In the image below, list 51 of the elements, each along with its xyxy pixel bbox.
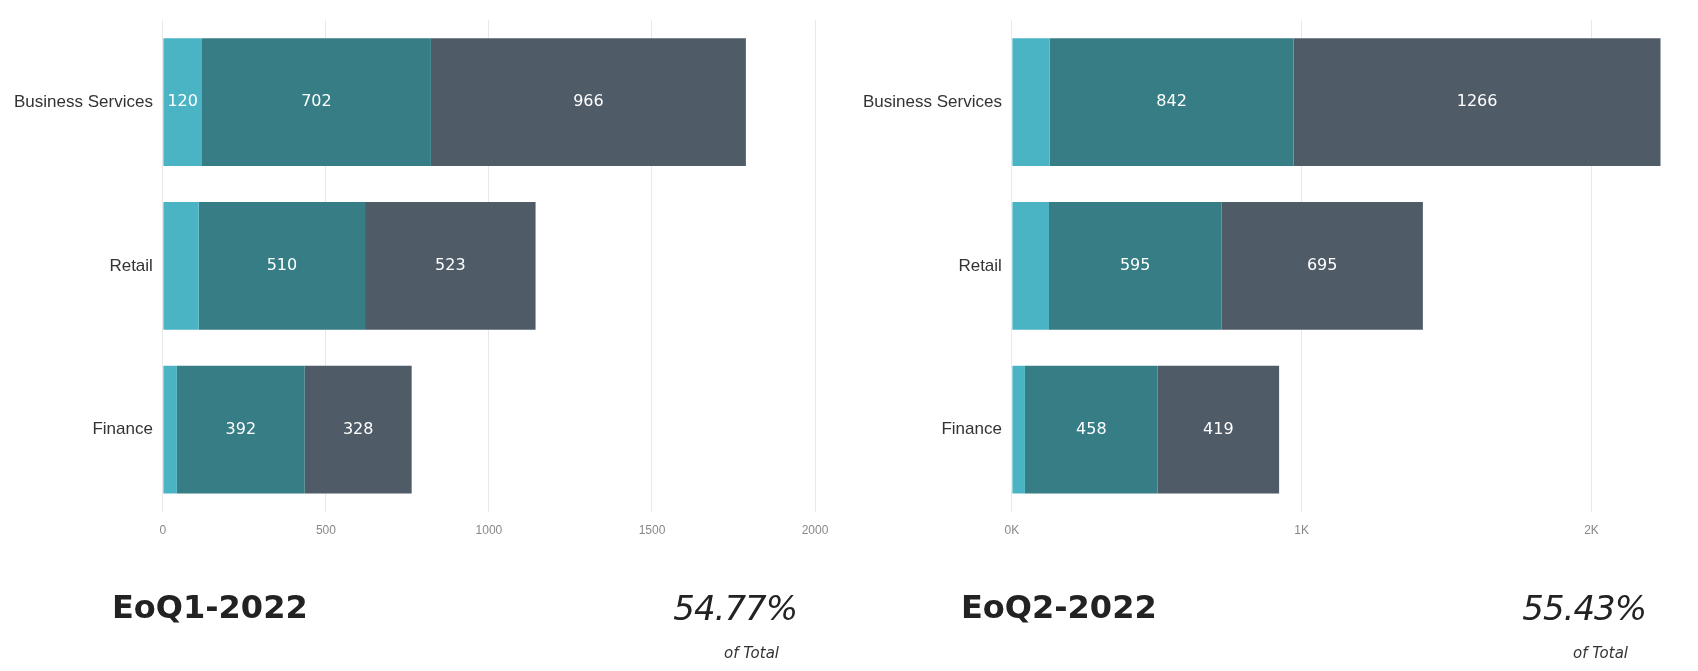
data-label: 1266 bbox=[1456, 91, 1498, 111]
text: 54.77% bbox=[673, 588, 797, 628]
bar bbox=[163, 365, 177, 494]
y-tick-label: Finance bbox=[92, 419, 153, 439]
data-label: 595 bbox=[1119, 255, 1151, 275]
bar bbox=[176, 365, 305, 494]
bar bbox=[1048, 202, 1222, 330]
data-label: 695 bbox=[1306, 255, 1338, 275]
text: of Total bbox=[1573, 644, 1628, 662]
data-label: 419 bbox=[1203, 418, 1234, 438]
bar bbox=[365, 202, 536, 330]
bar bbox=[1012, 365, 1025, 494]
y-tick-label: Retail bbox=[958, 255, 1002, 275]
x-tick-label: 2K bbox=[1584, 523, 1599, 538]
y-tick-label: Business Services bbox=[863, 91, 1002, 111]
x-tick-label: 1K bbox=[1294, 523, 1310, 538]
bar bbox=[430, 38, 746, 166]
text: of Total bbox=[724, 644, 779, 662]
bar bbox=[1049, 38, 1294, 166]
bar bbox=[1012, 202, 1049, 330]
bar bbox=[163, 38, 203, 166]
bar bbox=[1157, 365, 1280, 494]
x-tick-label: 1500 bbox=[638, 523, 666, 538]
data-label: 523 bbox=[435, 255, 466, 275]
data-label: 966 bbox=[573, 91, 604, 111]
data-label: 328 bbox=[342, 418, 374, 438]
bar bbox=[1293, 38, 1661, 166]
x-tick-label: 0K bbox=[1004, 523, 1020, 538]
text: EoQ2-2022 bbox=[961, 588, 1157, 626]
bar bbox=[163, 202, 199, 330]
x-tick-label: 0 bbox=[159, 523, 167, 538]
data-label: 510 bbox=[266, 255, 298, 275]
data-label: 120 bbox=[167, 91, 198, 111]
data-label: 392 bbox=[225, 418, 257, 438]
x-tick-label: 2000 bbox=[801, 523, 829, 538]
y-tick-label: Retail bbox=[109, 255, 153, 275]
bar bbox=[1221, 202, 1423, 330]
y-tick-label: Finance bbox=[941, 419, 1002, 439]
bar bbox=[1012, 38, 1050, 166]
x-tick-label: 1000 bbox=[475, 523, 503, 538]
data-label: 458 bbox=[1076, 418, 1107, 438]
bar bbox=[198, 202, 366, 330]
text: EoQ1-2022 bbox=[112, 588, 308, 626]
y-tick-label: Business Services bbox=[14, 91, 153, 111]
bar bbox=[304, 365, 412, 494]
data-label: 702 bbox=[301, 91, 332, 111]
text: 55.43% bbox=[1522, 588, 1646, 628]
data-label: 842 bbox=[1156, 91, 1187, 111]
bar bbox=[1024, 365, 1158, 494]
bar bbox=[202, 38, 431, 166]
x-tick-label: 500 bbox=[315, 523, 337, 538]
